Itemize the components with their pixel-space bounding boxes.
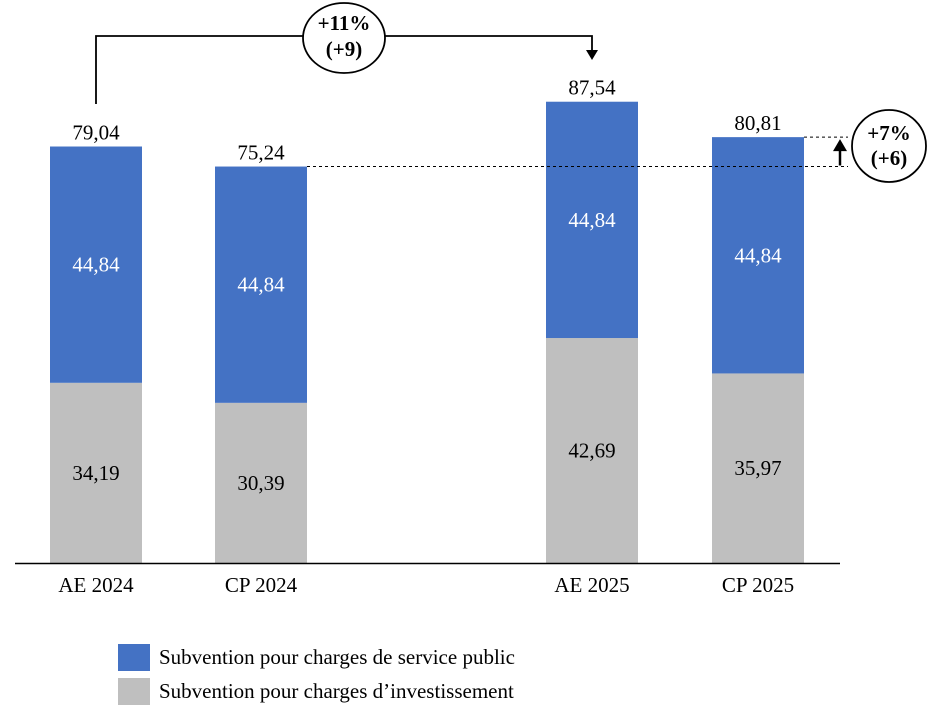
category-tick-label: AE 2025 xyxy=(554,573,629,597)
bar-segment-service-public xyxy=(50,146,142,383)
change-badge-ae-percent: +11% xyxy=(318,11,371,35)
segment-value-label: 30,39 xyxy=(237,471,284,495)
bar-segment-investissement xyxy=(215,402,307,563)
legend-item-investissement: Subvention pour charges d’investissement xyxy=(118,674,515,708)
bar-total-label: 80,81 xyxy=(734,111,781,135)
change-badge-ae xyxy=(302,2,386,74)
bar-segment-investissement xyxy=(50,382,142,563)
legend-swatch-service-public xyxy=(118,643,150,671)
bar-segment-investissement xyxy=(712,373,804,563)
segment-value-label: 44,84 xyxy=(72,253,120,277)
bar-segment-investissement xyxy=(546,338,638,563)
category-tick-label: AE 2024 xyxy=(58,573,134,597)
change-badge-cp-percent: +7% xyxy=(867,121,910,145)
legend: Subvention pour charges de service publi… xyxy=(118,640,515,708)
bar-total-label: 79,04 xyxy=(72,120,120,144)
change-badge-ae-amount: (+9) xyxy=(326,37,362,61)
legend-label-investissement: Subvention pour charges d’investissement xyxy=(159,678,514,703)
category-tick-label: CP 2025 xyxy=(722,573,794,597)
arrow-down-icon xyxy=(586,50,598,60)
segment-value-label: 44,84 xyxy=(568,208,616,232)
segment-value-label: 35,97 xyxy=(734,456,781,480)
segment-value-label: 44,84 xyxy=(734,243,782,267)
change-badge-cp xyxy=(851,109,927,183)
arrow-up-icon xyxy=(833,139,847,152)
bar-total-label: 87,54 xyxy=(568,76,616,100)
change-badge-cp-amount: (+6) xyxy=(871,146,907,170)
bar-segment-service-public xyxy=(546,101,638,339)
legend-label-service-public: Subvention pour charges de service publi… xyxy=(159,644,515,669)
category-tick-label: CP 2024 xyxy=(225,573,298,597)
bar-segment-service-public xyxy=(712,137,804,374)
bar-total-label: 75,24 xyxy=(237,140,285,164)
segment-value-label: 44,84 xyxy=(237,273,285,297)
segment-value-label: 34,19 xyxy=(72,461,119,485)
legend-swatch-investissement xyxy=(118,677,150,705)
segment-value-label: 42,69 xyxy=(568,439,615,463)
legend-item-service-public: Subvention pour charges de service publi… xyxy=(118,640,515,674)
bar-segment-service-public xyxy=(215,166,307,403)
